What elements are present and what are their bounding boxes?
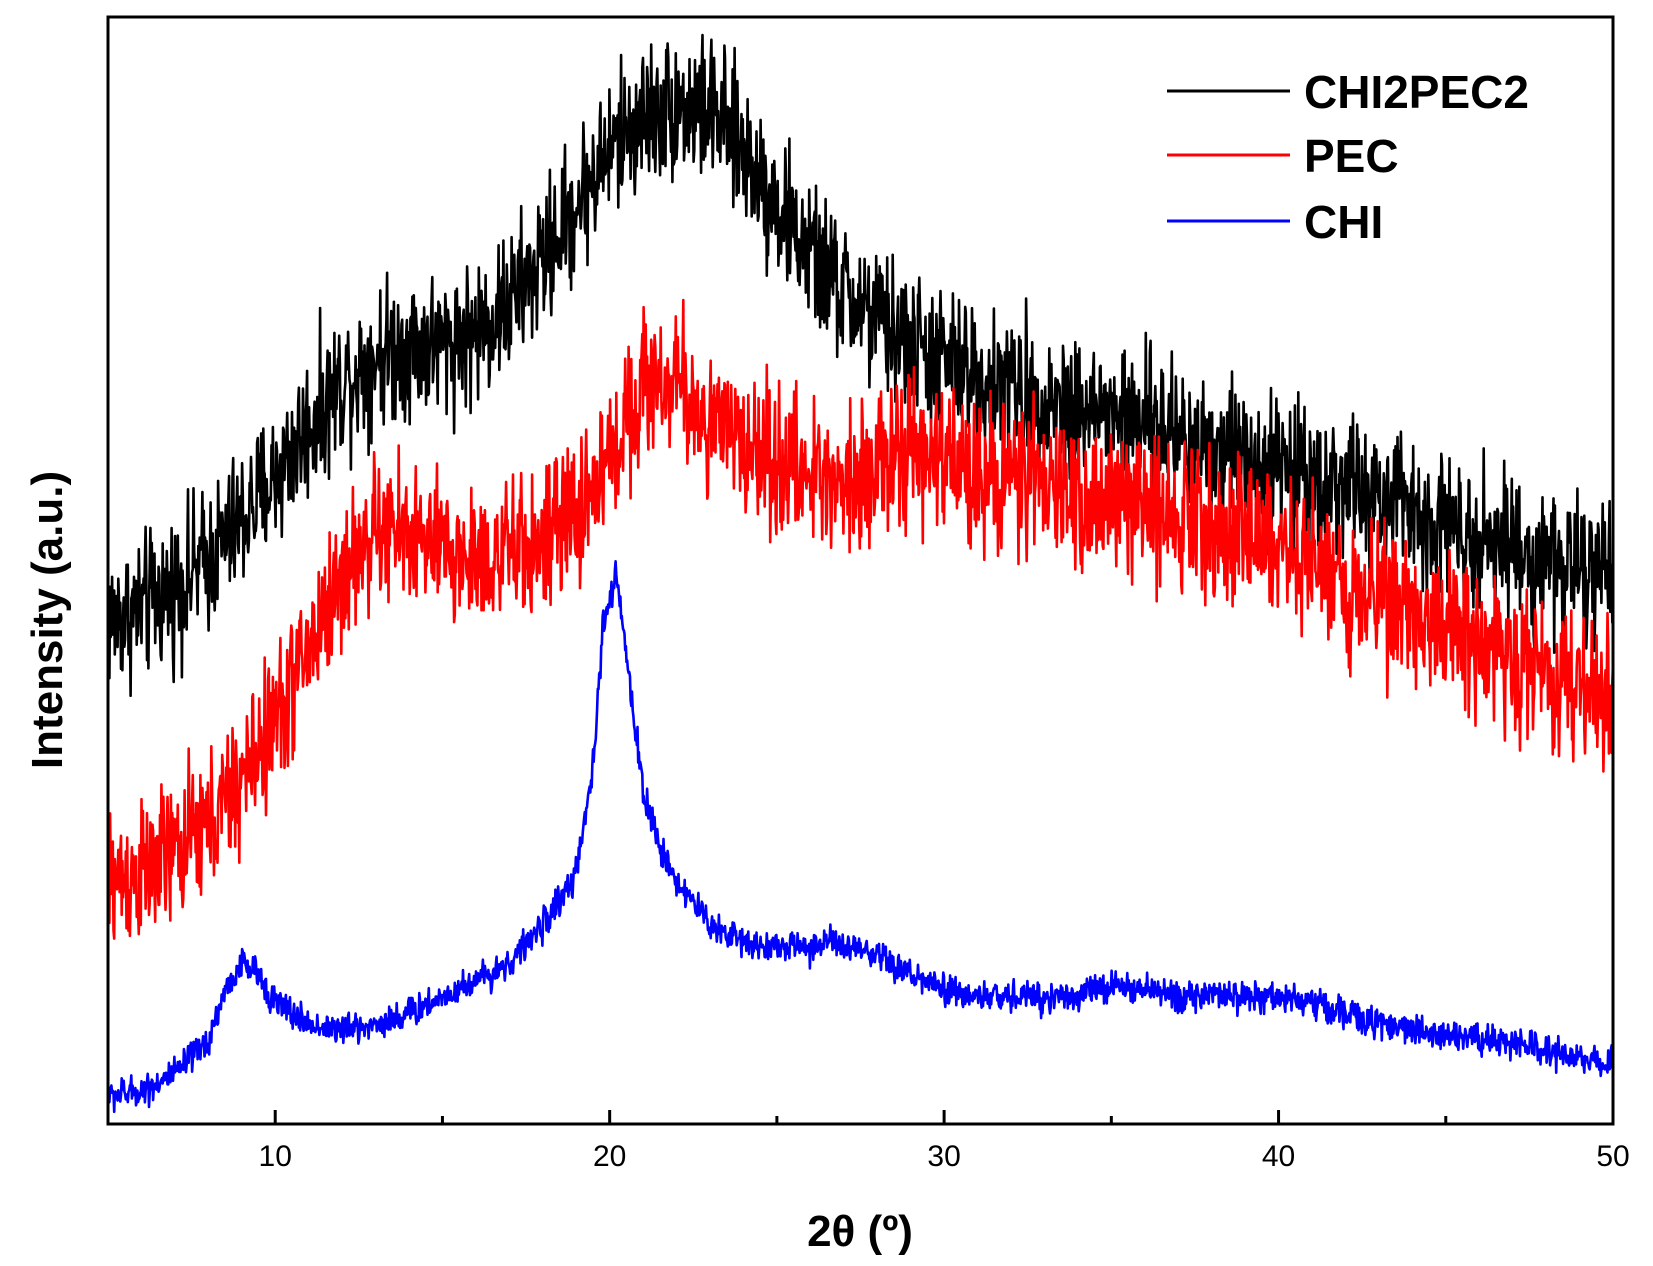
plot-frame [106, 15, 1615, 1126]
legend-label-chi2pec2: CHI2PEC2 [1304, 66, 1529, 118]
x-axis-ticks: 10 20 30 40 50 [259, 1110, 1630, 1173]
legend-label-chi: CHI [1304, 196, 1383, 248]
legend: CHI2PEC2 PEC CHI [1167, 66, 1529, 248]
series-line-chi2pec2 [106, 33, 1615, 697]
x-tick-label: 40 [1262, 1140, 1295, 1173]
series-line-pec [106, 298, 1615, 940]
y-axis-title: Intensity (a.u.) [23, 471, 72, 769]
series-line-chi [106, 560, 1615, 1114]
series-layer [106, 33, 1615, 1114]
legend-label-pec: PEC [1304, 130, 1399, 182]
x-tick-label: 20 [593, 1140, 626, 1173]
x-tick-label: 10 [259, 1140, 292, 1173]
x-axis-title: 2θ (º) [807, 1207, 913, 1256]
x-tick-label: 30 [927, 1140, 960, 1173]
x-tick-label: 50 [1596, 1140, 1629, 1173]
